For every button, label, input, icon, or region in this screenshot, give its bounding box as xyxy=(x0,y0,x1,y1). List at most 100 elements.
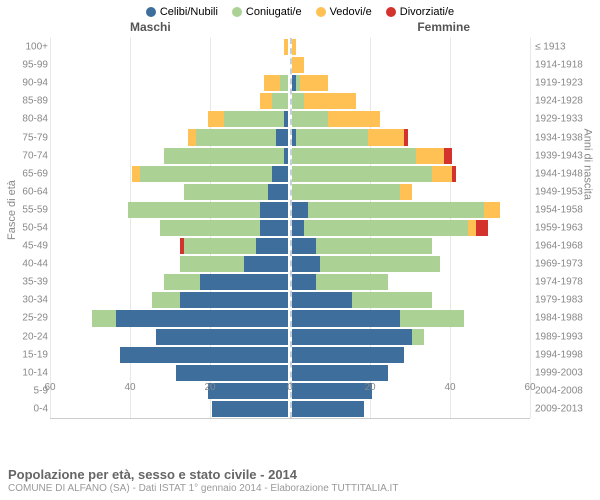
birth-year-label: 1924-1928 xyxy=(535,96,597,107)
bar-segment xyxy=(412,329,424,345)
rows: 100+≤ 191395-991914-191890-941919-192385… xyxy=(50,38,530,418)
bar-segment xyxy=(260,202,288,218)
x-tick-label: 40 xyxy=(444,382,455,393)
bar-male xyxy=(176,365,288,381)
bar-segment xyxy=(416,148,444,164)
bar-female xyxy=(292,347,404,363)
age-label: 60-64 xyxy=(0,186,48,197)
bar-male xyxy=(284,39,288,55)
birth-year-label: 2009-2013 xyxy=(535,403,597,414)
bar-female xyxy=(292,202,500,218)
bar-female xyxy=(292,238,432,254)
bar-segment xyxy=(292,148,416,164)
age-label: 90-94 xyxy=(0,78,48,89)
age-row: 25-291984-1988 xyxy=(50,309,530,327)
bar-segment xyxy=(476,220,488,236)
age-row: 10-141999-2003 xyxy=(50,364,530,382)
bar-segment xyxy=(196,129,276,145)
bar-segment xyxy=(468,220,476,236)
birth-year-label: 1974-1978 xyxy=(535,277,597,288)
bar-segment xyxy=(140,166,272,182)
bar-segment xyxy=(300,75,328,91)
legend-item: Divorziati/e xyxy=(386,6,454,18)
bar-male xyxy=(264,75,288,91)
bar-male xyxy=(120,347,288,363)
bar-female xyxy=(292,93,356,109)
chart-footer: Popolazione per età, sesso e stato civil… xyxy=(8,467,398,494)
grid-line xyxy=(530,38,531,418)
bar-male xyxy=(188,129,288,145)
bar-segment xyxy=(256,238,288,254)
age-label: 35-39 xyxy=(0,277,48,288)
age-row: 50-541959-1963 xyxy=(50,219,530,237)
bar-male xyxy=(152,292,288,308)
legend-item: Coniugati/e xyxy=(232,6,302,18)
bar-segment xyxy=(160,220,260,236)
bar-female xyxy=(292,310,464,326)
bar-segment xyxy=(212,401,288,417)
age-label: 75-79 xyxy=(0,132,48,143)
bar-female xyxy=(292,256,440,272)
bar-segment xyxy=(292,365,388,381)
bar-female xyxy=(292,329,424,345)
birth-year-label: 1989-1993 xyxy=(535,331,597,342)
bar-segment xyxy=(272,93,288,109)
bar-female xyxy=(292,274,388,290)
birth-year-label: 1939-1943 xyxy=(535,150,597,161)
bar-segment xyxy=(184,238,256,254)
label-female: Femmine xyxy=(417,20,470,34)
age-row: 30-341979-1983 xyxy=(50,291,530,309)
bar-segment xyxy=(284,148,288,164)
bar-female xyxy=(292,148,452,164)
age-label: 25-29 xyxy=(0,313,48,324)
label-male: Maschi xyxy=(130,20,171,34)
bar-segment xyxy=(292,39,296,55)
age-row: 85-891924-1928 xyxy=(50,92,530,110)
bar-segment xyxy=(184,184,268,200)
age-row: 70-741939-1943 xyxy=(50,147,530,165)
legend-label: Vedovi/e xyxy=(330,6,372,18)
bar-segment xyxy=(180,292,288,308)
birth-year-label: ≤ 1913 xyxy=(535,42,597,53)
age-row: 35-391974-1978 xyxy=(50,273,530,291)
bar-male xyxy=(160,220,288,236)
bar-segment xyxy=(280,75,288,91)
bar-male xyxy=(180,256,288,272)
x-tick-label: 20 xyxy=(364,382,375,393)
bar-male xyxy=(212,401,288,417)
bar-segment xyxy=(116,310,288,326)
bar-segment xyxy=(304,93,356,109)
bar-segment xyxy=(188,129,196,145)
bar-male xyxy=(128,202,288,218)
x-tick-label: 60 xyxy=(44,382,55,393)
birth-year-label: 1954-1958 xyxy=(535,204,597,215)
bar-segment xyxy=(484,202,500,218)
bar-female xyxy=(292,111,380,127)
bar-segment xyxy=(260,93,272,109)
bar-segment xyxy=(304,220,468,236)
legend-swatch xyxy=(146,7,156,17)
age-label: 15-19 xyxy=(0,349,48,360)
birth-year-label: 1999-2003 xyxy=(535,367,597,378)
bar-segment xyxy=(400,184,412,200)
age-row: 60-641949-1953 xyxy=(50,183,530,201)
bar-male xyxy=(164,148,288,164)
bar-segment xyxy=(432,166,452,182)
bar-segment xyxy=(368,129,404,145)
chart-subtitle: COMUNE DI ALFANO (SA) - Dati ISTAT 1° ge… xyxy=(8,483,398,494)
age-row: 55-591954-1958 xyxy=(50,201,530,219)
bar-male xyxy=(180,238,288,254)
age-label: 45-49 xyxy=(0,241,48,252)
age-label: 70-74 xyxy=(0,150,48,161)
bar-female xyxy=(292,292,432,308)
age-row: 100+≤ 1913 xyxy=(50,38,530,56)
gender-labels: Maschi Femmine xyxy=(0,20,600,38)
age-row: 45-491964-1968 xyxy=(50,237,530,255)
bar-segment xyxy=(200,274,288,290)
bar-segment xyxy=(292,292,352,308)
bar-segment xyxy=(292,202,308,218)
legend-swatch xyxy=(232,7,242,17)
legend-label: Divorziati/e xyxy=(400,6,454,18)
birth-year-label: 1994-1998 xyxy=(535,349,597,360)
bar-segment xyxy=(292,166,432,182)
